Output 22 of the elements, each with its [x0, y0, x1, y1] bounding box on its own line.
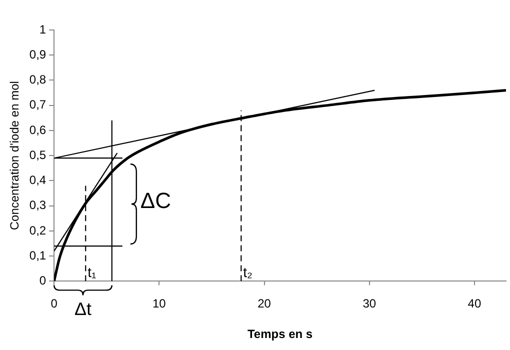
x-tick-label: 10: [152, 296, 166, 311]
y-tick-label: 0: [39, 274, 46, 288]
annotation: ΔC: [140, 188, 172, 214]
x-tick-label: 30: [362, 296, 376, 311]
y-tick-label: 0,3: [29, 198, 46, 212]
text: Δt: [74, 299, 92, 320]
y-tick-label: 0,6: [29, 122, 46, 137]
annotation: t₂: [243, 264, 252, 280]
y-tick-label: 0,7: [29, 98, 46, 112]
y-tick-label: 1: [39, 22, 46, 36]
y-tick-label: 0,9: [29, 47, 46, 62]
x-tick-label: 40: [468, 296, 482, 311]
y-tick-label: 0,1: [29, 248, 46, 262]
x-tick-label: 0: [50, 296, 58, 311]
y-tick-label: 0,2: [29, 223, 46, 238]
y-tick-label: 0,4: [29, 173, 46, 188]
x-axis-title: Temps en s: [247, 327, 313, 342]
x-tick-label: 20: [258, 296, 272, 311]
y-tick-label: 0,5: [29, 148, 46, 162]
annotation: t₁: [88, 264, 96, 280]
y-axis-title: Concentration d'iode en mol: [8, 81, 22, 230]
y-tick-label: 0,8: [29, 72, 46, 87]
